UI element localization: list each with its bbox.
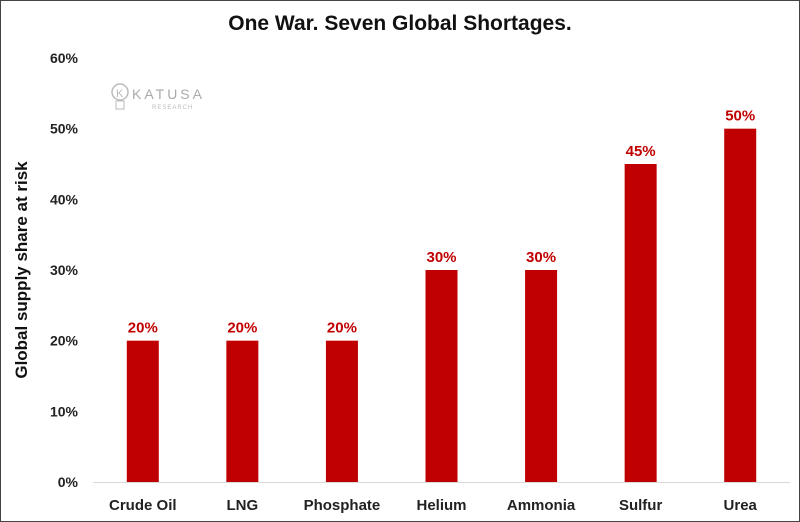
y-tick-label: 10% xyxy=(50,403,79,419)
x-tick-label: Crude Oil xyxy=(109,497,177,514)
y-tick-label: 0% xyxy=(58,474,79,490)
data-label: 20% xyxy=(227,320,257,337)
data-label: 30% xyxy=(426,249,456,266)
x-tick-label: Phosphate xyxy=(304,497,381,514)
svg-text:KATUSA: KATUSA xyxy=(132,86,205,102)
data-label: 30% xyxy=(526,249,556,266)
bar-lng xyxy=(226,340,259,482)
x-tick-label: LNG xyxy=(227,497,259,514)
y-tick-label: 50% xyxy=(50,121,79,137)
x-tick-label: Ammonia xyxy=(507,497,576,514)
data-label: 20% xyxy=(327,320,357,337)
chart-title: One War. Seven Global Shortages. xyxy=(228,12,572,35)
y-axis-label: Global supply share at risk xyxy=(12,161,31,379)
y-tick-label: 20% xyxy=(50,333,79,349)
x-tick-label: Helium xyxy=(416,497,466,514)
katusa-research-logo: K KATUSA RESEARCH xyxy=(110,82,210,123)
y-tick-label: 60% xyxy=(50,50,79,66)
data-label: 45% xyxy=(626,143,656,160)
data-label: 20% xyxy=(128,320,158,337)
bar-phosphate xyxy=(325,340,358,482)
x-tick-label: Urea xyxy=(724,497,758,514)
x-tick-label: Sulfur xyxy=(619,497,662,514)
svg-text:RESEARCH: RESEARCH xyxy=(152,105,193,111)
svg-text:K: K xyxy=(116,88,124,100)
bar-urea xyxy=(724,128,757,482)
data-label: 50% xyxy=(725,108,755,125)
bar-sulfur xyxy=(624,164,657,482)
bar-helium xyxy=(425,270,458,482)
bar-ammonia xyxy=(525,270,558,482)
bar-crude-oil xyxy=(126,340,159,482)
y-tick-label: 30% xyxy=(50,262,79,278)
y-tick-label: 40% xyxy=(50,191,79,207)
